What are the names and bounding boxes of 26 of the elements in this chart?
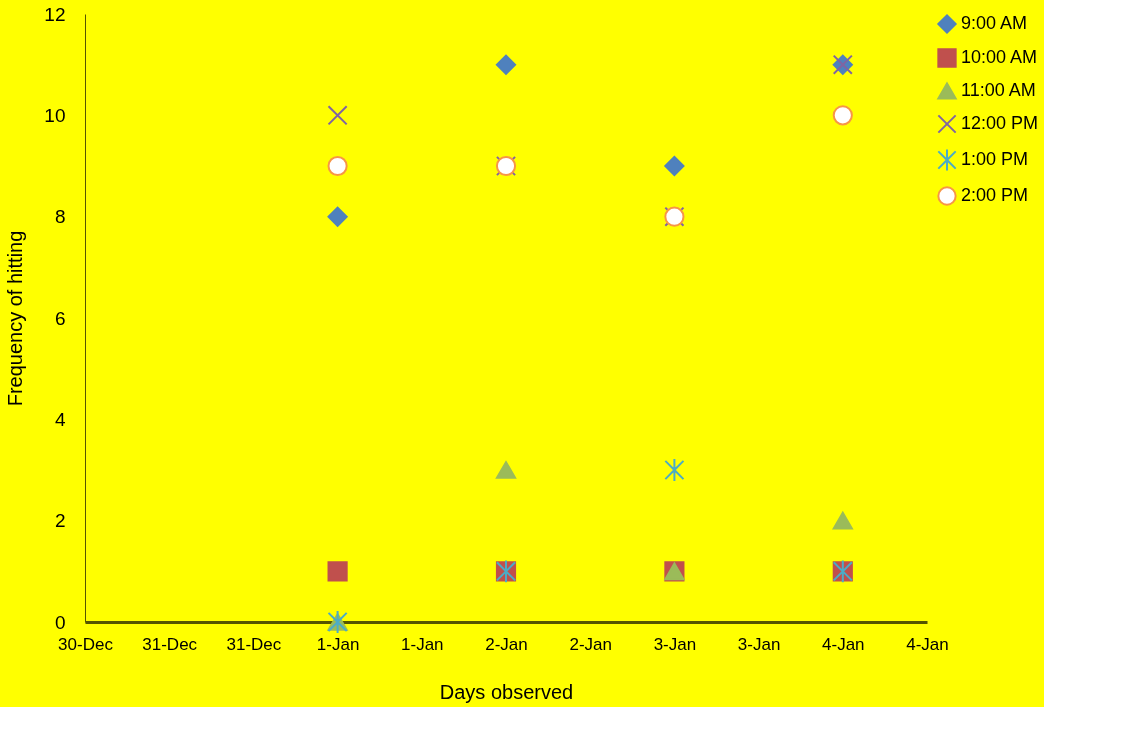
x-tick-label: 3-Jan — [737, 634, 781, 654]
x-tick-label: 2-Jan — [569, 634, 612, 654]
y-tick-label: 10 — [44, 104, 66, 126]
x-tick-label: 1-Jan — [316, 634, 360, 654]
x-tick-label: 30-Dec — [58, 634, 114, 654]
legend-label: 9:00 AM — [961, 13, 1028, 33]
x-tick-label: 4-Jan — [822, 634, 865, 654]
y-tick-label: 12 — [44, 3, 66, 25]
legend-label: 2:00 PM — [961, 185, 1029, 205]
legend-label: 12:00 PM — [961, 113, 1039, 133]
x-tick-label: 3-Jan — [653, 634, 697, 654]
legend-label: 10:00 AM — [961, 47, 1038, 67]
legend-label: 1:00 PM — [961, 149, 1029, 169]
x-tick-label: 1-Jan — [401, 634, 444, 654]
x-tick-label: 2-Jan — [485, 634, 528, 654]
y-axis-title: Frequency of hitting — [4, 230, 27, 407]
y-tick-label: 0 — [54, 611, 66, 633]
y-tick-label: 8 — [54, 206, 66, 228]
y-tick-label: 6 — [54, 307, 66, 329]
legend-label: 11:00 AM — [961, 80, 1036, 100]
y-tick-label: 4 — [54, 408, 66, 430]
x-axis-title: Days observed — [439, 680, 574, 703]
y-tick-label: 2 — [54, 510, 66, 532]
x-tick-label: 31-Dec — [226, 634, 282, 654]
x-tick-label: 4-Jan — [906, 634, 949, 654]
x-tick-label: 31-Dec — [142, 634, 198, 654]
